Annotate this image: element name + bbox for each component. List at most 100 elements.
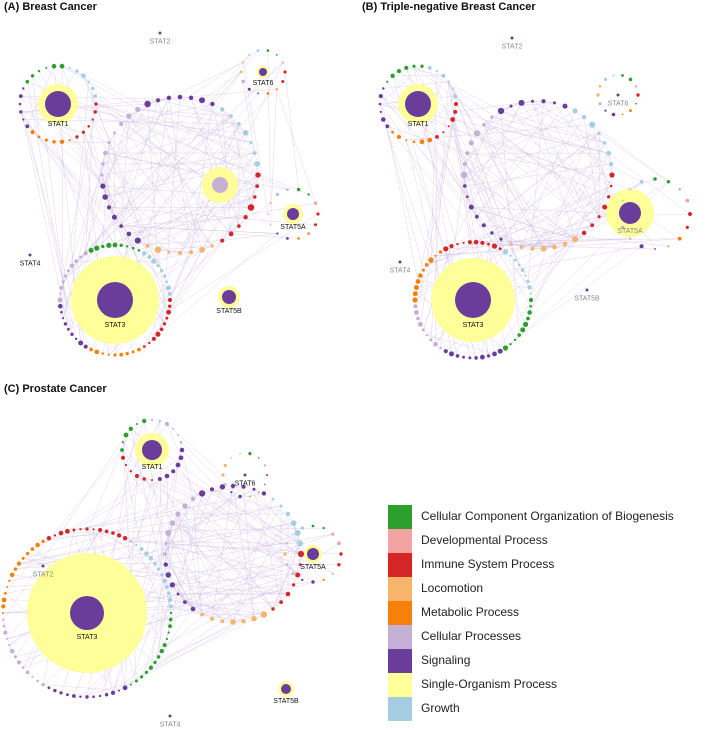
interaction-edge (448, 81, 544, 249)
gene-node (41, 683, 45, 687)
interaction-edge (3, 434, 127, 620)
stat-hub-label: STAT2 (33, 572, 54, 579)
gene-node (210, 616, 214, 621)
interaction-edge (166, 423, 333, 574)
gene-node (107, 141, 111, 145)
gene-node (176, 592, 180, 596)
gene-node (322, 526, 325, 530)
interaction-edge (202, 584, 294, 615)
interaction-edge (170, 606, 203, 615)
gene-node (263, 464, 266, 467)
interaction-edge (130, 470, 194, 500)
gene-node (135, 543, 138, 547)
interaction-edge (120, 100, 159, 227)
interaction-edge (242, 62, 269, 215)
gene-node (257, 457, 260, 459)
gene-node (621, 199, 624, 202)
gene-node (160, 573, 164, 577)
stat-hub-node (307, 548, 319, 560)
interaction-edge (61, 66, 104, 187)
gene-node (163, 274, 167, 278)
interaction-edge (114, 132, 116, 246)
stat-hub-node (510, 36, 514, 40)
gene-node (502, 249, 509, 255)
gene-node (3, 630, 8, 635)
gene-node (509, 104, 513, 108)
gene-node (337, 563, 341, 567)
gene-node (106, 242, 112, 248)
gene-node (285, 563, 289, 566)
interaction-edge (154, 601, 282, 663)
interaction-edge (276, 89, 316, 204)
stat-hub-node (585, 288, 589, 292)
gene-node (121, 441, 125, 444)
gene-node (25, 670, 30, 675)
gene-node (183, 600, 187, 604)
gene-node (61, 280, 65, 284)
gene-node (589, 121, 596, 128)
interaction-edge (53, 141, 192, 253)
interaction-edge (118, 535, 137, 546)
interaction-edge (467, 153, 576, 240)
interaction-edge (32, 75, 40, 137)
stat-hub-label: STAT3 (105, 322, 126, 329)
gene-node (609, 184, 613, 188)
gene-node (275, 192, 280, 197)
interaction-edge (554, 102, 612, 187)
gene-node (230, 619, 236, 625)
gene-node (421, 268, 425, 272)
gene-node (129, 683, 132, 686)
gene-node (169, 582, 175, 588)
interaction-edge (250, 163, 258, 208)
gene-node (331, 532, 335, 536)
interaction-edge (471, 142, 502, 240)
interaction-edge (284, 71, 299, 190)
interaction-edge (379, 103, 424, 271)
gene-node (248, 53, 251, 56)
gene-node (163, 552, 167, 556)
interaction-edge (128, 97, 170, 117)
gene-node (167, 250, 171, 254)
gene-node (396, 134, 402, 139)
interaction-edge (177, 513, 274, 610)
gene-node (63, 322, 68, 326)
gene-node (165, 316, 169, 320)
gene-node (148, 665, 153, 670)
gene-node (685, 198, 690, 203)
gene-node (447, 125, 450, 128)
gene-node (249, 141, 253, 145)
gene-node (609, 172, 615, 178)
stat-hub-label: STAT2 (150, 39, 171, 46)
gene-node (57, 297, 63, 303)
stat-hub-label: STAT6 (253, 80, 274, 87)
interaction-edge (96, 62, 283, 249)
gene-node (462, 241, 465, 244)
gene-node (260, 611, 268, 618)
gene-node (450, 117, 456, 122)
interaction-edge (476, 105, 566, 134)
interaction-edge (27, 81, 73, 335)
interaction-edge (136, 479, 153, 546)
gene-node (9, 572, 15, 578)
interaction-edge (80, 493, 203, 530)
gene-node (300, 526, 304, 530)
gene-node (122, 685, 128, 691)
interaction-edge (120, 71, 242, 246)
gene-node (526, 279, 530, 284)
gene-node (151, 258, 157, 264)
gene-node (164, 542, 168, 545)
gene-node (596, 93, 600, 97)
gene-node (119, 224, 123, 228)
gene-node (427, 137, 433, 143)
interaction-edge (112, 493, 203, 534)
gene-node (552, 244, 557, 250)
interaction-edge (125, 464, 223, 622)
gene-node (1, 597, 7, 603)
gene-node (212, 177, 228, 193)
interaction-edge (168, 513, 179, 576)
gene-node (604, 109, 607, 112)
gene-node (527, 285, 532, 290)
legend-label: Locomotion (421, 581, 484, 595)
gene-node (78, 340, 84, 346)
gene-node (18, 102, 22, 106)
